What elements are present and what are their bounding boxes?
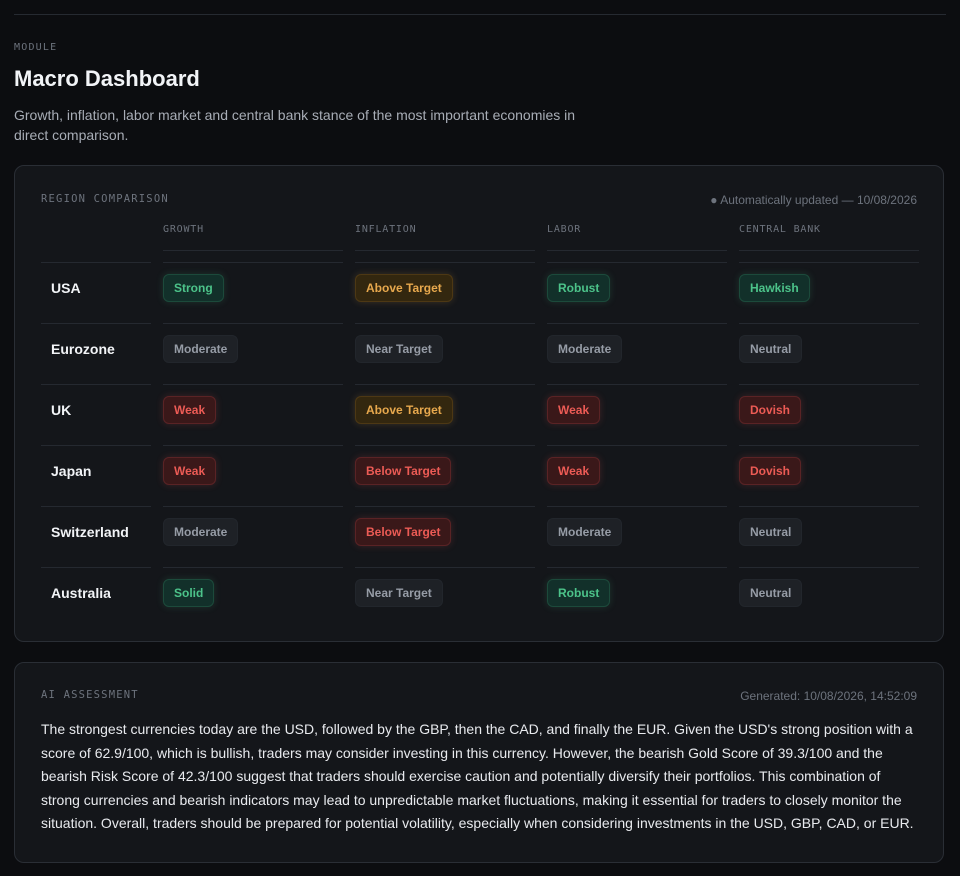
- central-bank-cell: Dovish: [739, 384, 919, 435]
- column-header-growth: GROWTH: [163, 224, 343, 251]
- table-row: Eurozone Moderate Near Target Moderate Neutr…: [41, 313, 919, 374]
- labor-cell: Weak: [547, 445, 727, 496]
- growth-cell: Weak: [163, 384, 343, 435]
- region-comparison-table: GROWTH INFLATION LABOR CENTRAL BANK USA S…: [41, 224, 919, 618]
- central-bank-cell: Dovish: [739, 445, 919, 496]
- ai-assessment-label: AI ASSESSMENT: [41, 689, 139, 701]
- labor-status-badge: Robust: [547, 274, 611, 302]
- table-row: Switzerland Moderate Below Target Moderate N…: [41, 496, 919, 557]
- central-bank-status-badge: Neutral: [739, 579, 803, 607]
- column-header-central-bank: CENTRAL BANK: [739, 224, 919, 251]
- growth-status-badge: Weak: [163, 457, 217, 485]
- table-row: USA Strong Above Target Robust Hawkish: [41, 252, 919, 313]
- growth-status-badge: Strong: [163, 274, 224, 302]
- central-bank-status-badge: Hawkish: [739, 274, 810, 302]
- page-title: Macro Dashboard: [14, 66, 200, 91]
- central-bank-cell: Neutral: [739, 323, 919, 374]
- region-name: Eurozone: [41, 323, 151, 374]
- growth-cell: Strong: [163, 262, 343, 313]
- labor-status-badge: Moderate: [547, 335, 623, 363]
- labor-cell: Robust: [547, 262, 727, 313]
- region-comparison-label: REGION COMPARISON: [41, 193, 169, 205]
- labor-cell: Weak: [547, 384, 727, 435]
- top-divider: [14, 14, 946, 15]
- inflation-cell: Below Target: [355, 445, 535, 496]
- inflation-status-badge: Below Target: [355, 457, 452, 485]
- inflation-status-badge: Below Target: [355, 518, 452, 546]
- labor-cell: Robust: [547, 567, 727, 618]
- module-eyebrow: MODULE: [14, 42, 58, 53]
- table-row: Australia Solid Near Target Robust Neutral: [41, 557, 919, 618]
- labor-status-badge: Moderate: [547, 518, 623, 546]
- region-name: Japan: [41, 445, 151, 496]
- inflation-cell: Above Target: [355, 384, 535, 435]
- region-name: USA: [41, 262, 151, 313]
- inflation-status-badge: Above Target: [355, 396, 453, 424]
- growth-cell: Weak: [163, 445, 343, 496]
- labor-status-badge: Robust: [547, 579, 611, 607]
- inflation-status-badge: Above Target: [355, 274, 453, 302]
- column-header-labor: LABOR: [547, 224, 727, 251]
- table-row: UK Weak Above Target Weak Dovish: [41, 374, 919, 435]
- inflation-cell: Near Target: [355, 567, 535, 618]
- central-bank-status-badge: Neutral: [739, 335, 803, 363]
- table-header: GROWTH INFLATION LABOR CENTRAL BANK: [41, 224, 919, 252]
- central-bank-cell: Hawkish: [739, 262, 919, 313]
- table-row: Japan Weak Below Target Weak Dovish: [41, 435, 919, 496]
- growth-status-badge: Moderate: [163, 518, 239, 546]
- inflation-cell: Near Target: [355, 323, 535, 374]
- table-body: USA Strong Above Target Robust Hawkish Eurozo…: [41, 252, 919, 618]
- region-name: Australia: [41, 567, 151, 618]
- page-description: Growth, inflation, labor market and cent…: [14, 107, 576, 143]
- central-bank-status-badge: Neutral: [739, 518, 803, 546]
- central-bank-status-badge: Dovish: [739, 396, 802, 424]
- auto-update-status: ● Automatically updated — 10/08/2026: [710, 193, 917, 207]
- labor-status-badge: Weak: [547, 396, 601, 424]
- ai-assessment-text: The strongest currencies today are the U…: [41, 721, 914, 831]
- growth-cell: Solid: [163, 567, 343, 618]
- growth-cell: Moderate: [163, 506, 343, 557]
- labor-status-badge: Weak: [547, 457, 601, 485]
- region-name: UK: [41, 384, 151, 435]
- growth-status-badge: Moderate: [163, 335, 239, 363]
- inflation-status-badge: Near Target: [355, 579, 443, 607]
- central-bank-cell: Neutral: [739, 567, 919, 618]
- generated-timestamp: Generated: 10/08/2026, 14:52:09: [740, 689, 917, 703]
- growth-status-badge: Weak: [163, 396, 217, 424]
- growth-status-badge: Solid: [163, 579, 215, 607]
- region-name: Switzerland: [41, 506, 151, 557]
- inflation-cell: Below Target: [355, 506, 535, 557]
- labor-cell: Moderate: [547, 506, 727, 557]
- labor-cell: Moderate: [547, 323, 727, 374]
- column-header-inflation: INFLATION: [355, 224, 535, 251]
- inflation-cell: Above Target: [355, 262, 535, 313]
- central-bank-status-badge: Dovish: [739, 457, 802, 485]
- region-comparison-card: REGION COMPARISON ● Automatically update…: [14, 165, 944, 642]
- inflation-status-badge: Near Target: [355, 335, 443, 363]
- growth-cell: Moderate: [163, 323, 343, 374]
- ai-assessment-card: AI ASSESSMENT Generated: 10/08/2026, 14:…: [14, 662, 944, 863]
- central-bank-cell: Neutral: [739, 506, 919, 557]
